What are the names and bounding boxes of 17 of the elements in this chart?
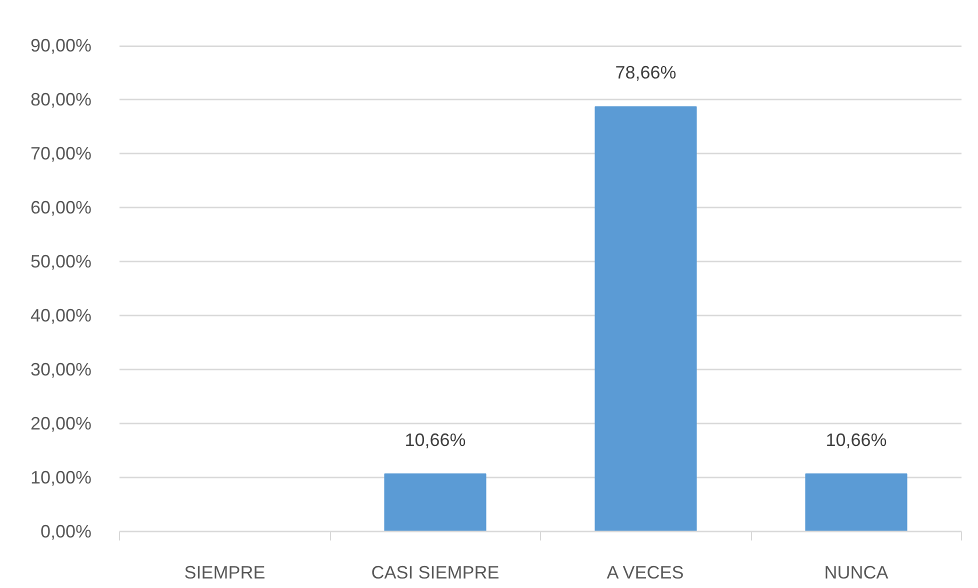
y-tick-label: 90,00% [30, 36, 92, 56]
data-label: 10,66% [404, 430, 466, 450]
y-tick-label: 70,00% [30, 144, 92, 164]
y-tick-label: 0,00% [40, 522, 92, 542]
x-tick-label: CASI SIEMPRE [371, 562, 500, 582]
y-tick-label: 30,00% [30, 360, 92, 380]
y-tick-label: 80,00% [30, 90, 92, 110]
data-label: 78,66% [615, 62, 676, 83]
x-tick-label: NUNCA [824, 562, 888, 582]
x-tick-label: A VECES [606, 562, 684, 582]
y-tick-label: 20,00% [30, 414, 92, 434]
y-tick-label: 10,00% [30, 468, 92, 488]
y-tick-label: 50,00% [30, 252, 92, 272]
y-tick-label: 40,00% [30, 306, 92, 326]
data-label: 10,66% [826, 430, 887, 450]
x-tick-label: SIEMPRE [184, 562, 266, 582]
y-tick-label: 60,00% [30, 198, 92, 218]
